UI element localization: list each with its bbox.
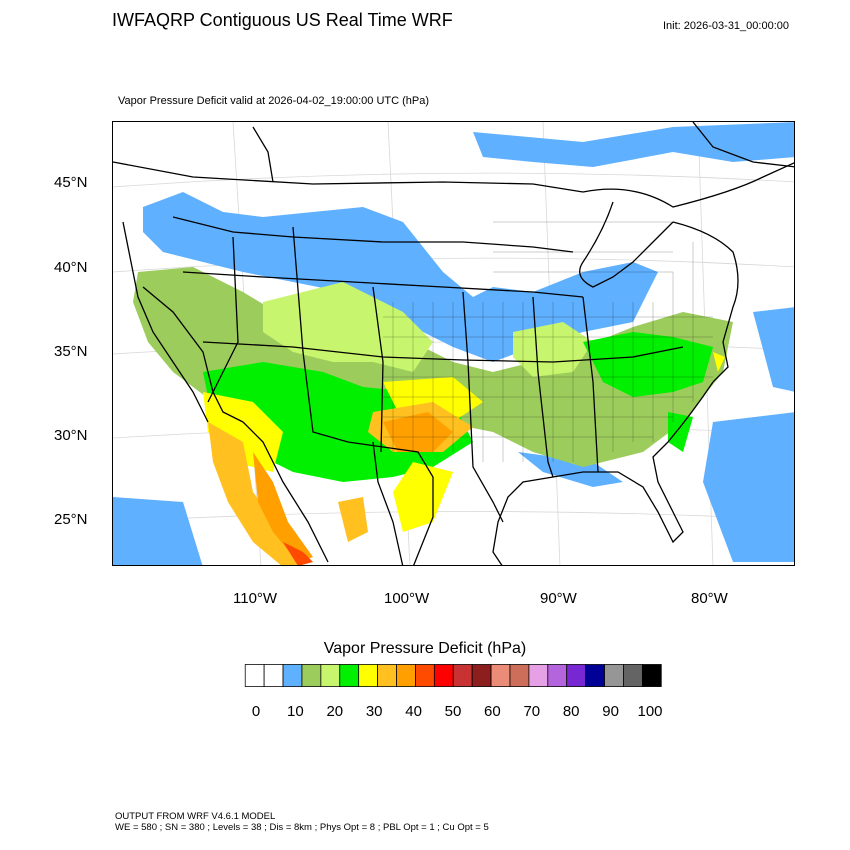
lat-label-35: 35°N [54, 343, 88, 360]
colorbar-swatch [415, 664, 435, 687]
footer-line-2: WE = 580 ; SN = 380 ; Levels = 38 ; Dis … [115, 822, 489, 833]
colorbar-tick-label: 0 [251, 703, 261, 720]
map-title: IWFAQRP Contiguous US Real Time WRF [112, 10, 453, 30]
colorbar-swatch [301, 664, 322, 687]
colorbar-swatch [604, 664, 624, 687]
lon-label-80: 80°W [691, 590, 728, 607]
colorbar-swatch [509, 664, 530, 687]
colorbar-tick-label: 70 [523, 703, 541, 720]
colorbar-tick-label: 10 [287, 703, 304, 720]
vpd-shading-red-orange [283, 542, 313, 565]
colorbar-tick-label: 30 [365, 703, 383, 720]
colorbar-swatch [452, 664, 473, 687]
colorbar [244, 664, 662, 687]
boundaries [113, 122, 794, 565]
lat-label-40: 40°N [54, 259, 88, 276]
vpd-shading-low [113, 122, 794, 565]
colorbar-swatch [547, 664, 568, 687]
colorbar-tick-label: 60 [484, 703, 501, 720]
colorbar-swatch [585, 664, 605, 687]
footer-line-1: OUTPUT FROM WRF V4.6.1 MODEL [115, 811, 276, 822]
lat-label-45: 45°N [54, 174, 88, 191]
vpd-map [113, 122, 794, 565]
colorbar-swatch [244, 664, 265, 687]
colorbar-swatch [263, 664, 284, 687]
colorbar-title: Vapor Pressure Deficit (hPa) [323, 640, 527, 657]
init-time: Init: 2026-03-31_00:00:00 [663, 20, 789, 32]
lat-label-30: 30°N [54, 427, 88, 444]
map-subtitle: Vapor Pressure Deficit valid at 2026-04-… [118, 95, 430, 107]
colorbar-swatch [358, 664, 378, 687]
map-panel [112, 121, 795, 566]
colorbar-swatch [490, 664, 511, 687]
lon-label-100: 100°W [384, 590, 430, 607]
colorbar-tick-labels: 0 10 20 30 40 50 60 70 80 90 100 [0, 703, 850, 723]
county-lines [383, 221, 713, 462]
colorbar-tick-label: 20 [326, 703, 344, 720]
colorbar-swatch [641, 664, 662, 687]
lon-label-110: 110°W [233, 590, 278, 607]
colorbar-swatch [471, 664, 492, 687]
lon-label-90: 90°W [540, 590, 577, 607]
colorbar-swatch [377, 664, 397, 687]
colorbar-swatch [566, 664, 587, 687]
colorbar-tick-label: 90 [602, 703, 619, 720]
colorbar-swatch [433, 664, 454, 687]
colorbar-swatch [320, 664, 341, 687]
colorbar-tick-label: 80 [562, 703, 580, 720]
colorbar-swatch [396, 664, 416, 687]
colorbar-swatch [528, 664, 549, 687]
lat-label-25: 25°N [54, 511, 88, 528]
colorbar-tick-label: 40 [405, 703, 422, 720]
colorbar-swatch [339, 664, 360, 687]
model-footer: OUTPUT FROM WRF V4.6.1 MODEL WE = 580 ; … [115, 811, 489, 833]
colorbar-swatch [282, 664, 303, 687]
colorbar-swatch [623, 664, 643, 687]
colorbar-tick-label: 100 [637, 703, 663, 720]
colorbar-tick-label: 50 [444, 703, 462, 720]
vpd-shading-dark-orange [253, 412, 453, 562]
